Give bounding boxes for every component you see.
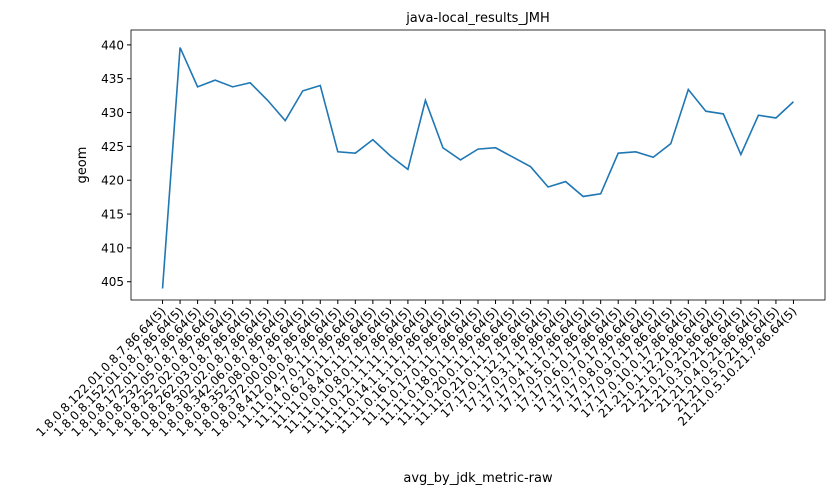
plot-frame [130, 29, 826, 301]
y-tick-label: 430 [101, 106, 124, 120]
chart-title: java-local_results_JMH [405, 11, 550, 26]
y-tick-label: 405 [101, 275, 124, 289]
line [161, 47, 794, 289]
y-tick-label: 425 [101, 140, 124, 154]
x-axis-label: avg_by_jdk_metric-raw [403, 471, 553, 486]
y-axis-label: geom [75, 147, 90, 184]
y-tick-label: 410 [101, 241, 124, 255]
y-tick-label: 440 [101, 38, 124, 52]
y-tick-label: 420 [101, 174, 124, 188]
y-tick-label: 415 [101, 208, 124, 222]
y-tick-label: 435 [101, 72, 124, 86]
